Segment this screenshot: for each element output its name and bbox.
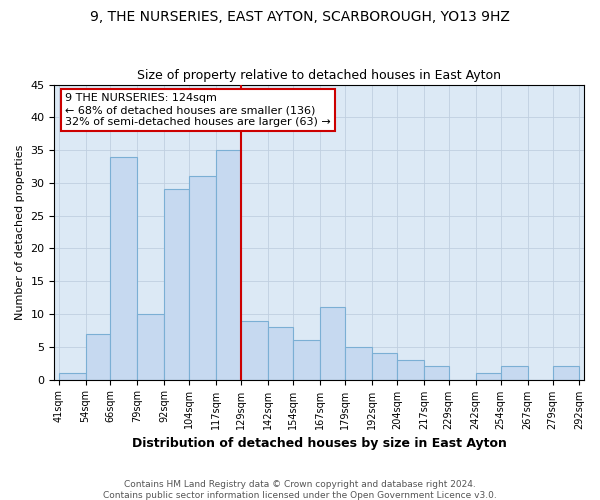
Bar xyxy=(476,373,500,380)
Title: Size of property relative to detached houses in East Ayton: Size of property relative to detached ho… xyxy=(137,69,501,82)
Bar xyxy=(217,150,241,380)
Text: 9, THE NURSERIES, EAST AYTON, SCARBOROUGH, YO13 9HZ: 9, THE NURSERIES, EAST AYTON, SCARBOROUG… xyxy=(90,10,510,24)
Bar xyxy=(241,320,268,380)
Bar xyxy=(137,314,164,380)
Bar xyxy=(372,354,397,380)
Bar xyxy=(293,340,320,380)
Bar xyxy=(345,347,372,380)
Y-axis label: Number of detached properties: Number of detached properties xyxy=(15,144,25,320)
Bar xyxy=(164,190,189,380)
Bar xyxy=(320,308,345,380)
Bar xyxy=(86,334,110,380)
Bar xyxy=(500,366,527,380)
X-axis label: Distribution of detached houses by size in East Ayton: Distribution of detached houses by size … xyxy=(131,437,506,450)
Text: 9 THE NURSERIES: 124sqm
← 68% of detached houses are smaller (136)
32% of semi-d: 9 THE NURSERIES: 124sqm ← 68% of detache… xyxy=(65,94,331,126)
Bar xyxy=(553,366,580,380)
Text: Contains HM Land Registry data © Crown copyright and database right 2024.
Contai: Contains HM Land Registry data © Crown c… xyxy=(103,480,497,500)
Bar xyxy=(268,327,293,380)
Bar xyxy=(59,373,86,380)
Bar xyxy=(190,176,216,380)
Bar xyxy=(424,366,449,380)
Bar xyxy=(110,156,137,380)
Bar xyxy=(397,360,424,380)
